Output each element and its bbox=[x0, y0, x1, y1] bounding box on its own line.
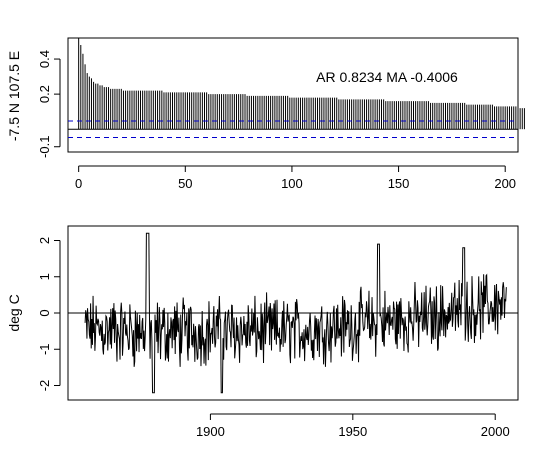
timeseries-y-tick-label: 2 bbox=[37, 237, 52, 244]
acf-x-tick-label: 100 bbox=[281, 176, 303, 191]
acf-x-tick-label: 50 bbox=[178, 176, 192, 191]
acf-y-axis: -0.1 0.2 0.4 bbox=[37, 50, 61, 158]
timeseries-panel: 1900 1950 2000 -2 -1 0 1 2 deg C bbox=[6, 225, 519, 439]
timeseries-y-tick-label: 0 bbox=[37, 309, 52, 316]
timeseries-x-tick-label: 1900 bbox=[196, 424, 225, 439]
acf-model-annotation: AR 0.8234 MA -0.4006 bbox=[316, 69, 458, 85]
acf-panel: 0 50 100 150 200 -0.1 0.2 0.4 -7.5 N 107.5 E A… bbox=[6, 37, 525, 191]
acf-x-axis: 0 50 100 150 200 bbox=[75, 165, 516, 191]
acf-x-tick-label: 200 bbox=[494, 176, 516, 191]
acf-y-tick-label: -0.1 bbox=[37, 136, 52, 158]
timeseries-x-tick-label: 2000 bbox=[481, 424, 510, 439]
acf-y-axis-title: -7.5 N 107.5 E bbox=[6, 51, 22, 141]
timeseries-y-tick-label: -1 bbox=[37, 343, 52, 355]
timeseries-y-axis-title: deg C bbox=[6, 294, 22, 331]
timeseries-y-tick-label: -2 bbox=[37, 380, 52, 392]
acf-x-tick-label: 150 bbox=[388, 176, 410, 191]
acf-y-tick-label: 0.4 bbox=[37, 50, 52, 68]
timeseries-y-axis: -2 -1 0 1 2 bbox=[37, 237, 61, 392]
timeseries-x-tick-label: 1950 bbox=[338, 424, 367, 439]
timeseries-x-axis: 1900 1950 2000 bbox=[196, 413, 510, 439]
acf-y-tick-label: 0.2 bbox=[37, 85, 52, 103]
acf-x-tick-label: 0 bbox=[75, 176, 82, 191]
timeseries-y-tick-label: 1 bbox=[37, 273, 52, 280]
acf-plot-frame bbox=[67, 37, 519, 153]
acf-bars bbox=[78, 38, 525, 130]
timeseries-line bbox=[84, 232, 507, 394]
